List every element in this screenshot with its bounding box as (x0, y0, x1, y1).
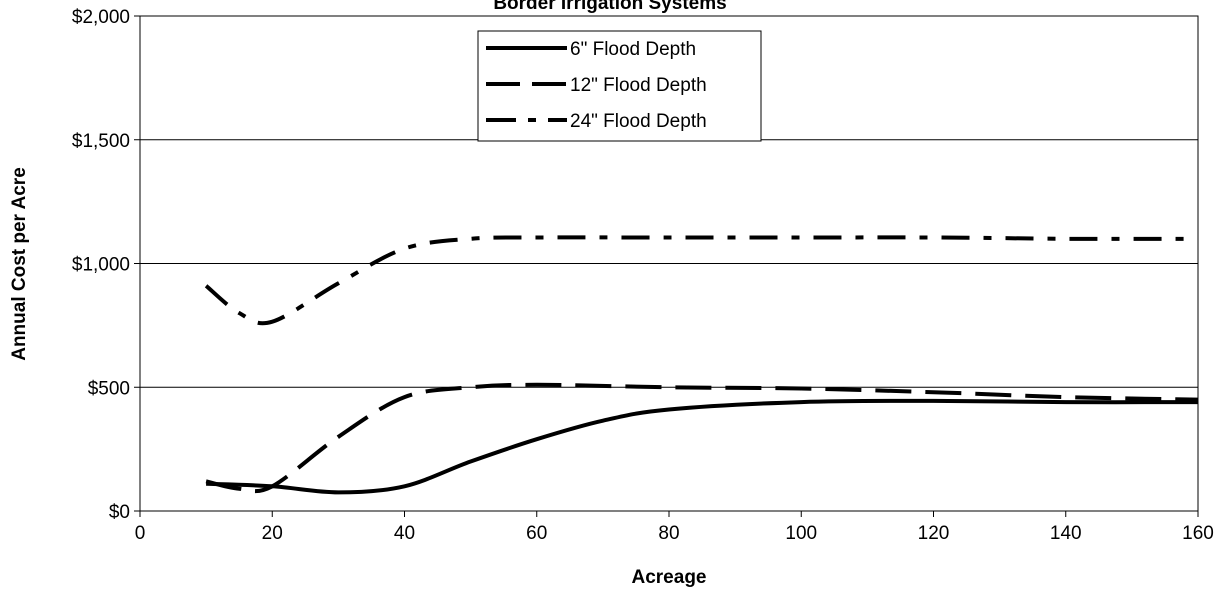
x-axis: 0 20 40 60 80 100 120 140 160 (135, 511, 1214, 544)
y-tick-label: $500 (88, 378, 130, 399)
legend: 6" Flood Depth 12" Flood Depth 24" Flood D… (477, 30, 762, 142)
x-tick-label: 160 (1182, 523, 1214, 544)
x-tick-label: 0 (135, 523, 146, 544)
legend-label: 6" Flood Depth (570, 39, 696, 60)
x-tick-label: 100 (785, 523, 817, 544)
x-tick-label: 40 (394, 523, 415, 544)
series-line-3 (204, 235, 1199, 326)
x-tick-label: 60 (526, 523, 547, 544)
x-axis-title: Acreage (632, 567, 707, 588)
series-lines (204, 235, 1199, 495)
y-tick-label: $1,500 (72, 131, 130, 152)
series-line-2 (205, 382, 1199, 494)
x-tick-label: 120 (918, 523, 950, 544)
x-tick-label: 20 (262, 523, 283, 544)
gridlines (140, 139, 1198, 388)
x-tick-label: 140 (1050, 523, 1082, 544)
series-line-1 (206, 398, 1199, 495)
y-axis-title: Annual Cost per Acre (9, 167, 30, 361)
chart-title: Border Irrigation Systems (493, 0, 726, 14)
x-tick-label: 80 (658, 523, 679, 544)
legend-label: 12" Flood Depth (570, 75, 707, 96)
y-tick-label: $2,000 (72, 7, 130, 28)
y-tick-label: $1,000 (72, 255, 130, 276)
y-axis: $0 $500 $1,000 $1,500 $2,000 (72, 7, 140, 523)
y-tick-label: $0 (109, 502, 130, 523)
legend-label: 24" Flood Depth (570, 111, 707, 132)
